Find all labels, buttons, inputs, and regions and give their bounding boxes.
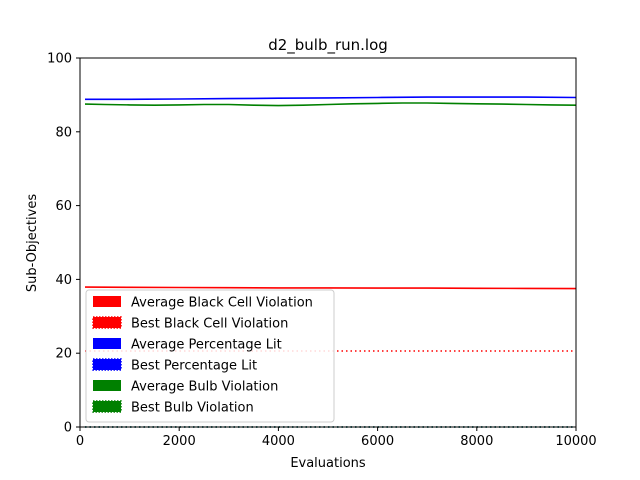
y-tick-label: 0 [64, 421, 72, 436]
legend-swatch [92, 316, 122, 329]
x-axis: 0 2000 4000 6000 8000 10000 [76, 427, 597, 449]
x-tick-label: 2000 [163, 434, 196, 449]
axes-frame [79, 57, 577, 428]
legend-label: Best Percentage Lit [131, 359, 257, 374]
series-line-1 [84, 286, 577, 290]
series-line-3 [85, 96, 577, 101]
y-tick-label: 80 [55, 125, 72, 140]
legend-swatch [92, 400, 122, 413]
legend-label: Average Percentage Lit [131, 338, 282, 353]
y-axis-title: Sub-Objectives [25, 194, 40, 292]
legend-swatch [93, 296, 121, 307]
y-tick-label: 20 [55, 347, 72, 362]
legend-swatch [93, 338, 121, 349]
legend-label: Average Bulb Violation [131, 380, 278, 395]
y-axis: 0 20 40 60 80 100 [47, 52, 80, 436]
x-tick-label: 6000 [361, 434, 394, 449]
series-line-5 [84, 102, 577, 107]
y-tick-label: 60 [55, 199, 72, 214]
x-tick-label: 8000 [460, 434, 493, 449]
x-axis-title: Evaluations [290, 456, 366, 471]
y-tick-label: 40 [55, 273, 72, 288]
y-tick-label: 100 [47, 52, 72, 67]
legend: Average Black Cell Violation Best Black C… [85, 289, 335, 423]
legend-label: Best Black Cell Violation [131, 317, 288, 332]
legend-label: Average Black Cell Violation [131, 296, 313, 311]
x-tick-label: 0 [76, 434, 84, 449]
chart-title: d2_bulb_run.log [268, 36, 388, 55]
legend-label: Best Bulb Violation [131, 401, 254, 416]
legend-box [85, 289, 335, 423]
legend-swatch [92, 358, 122, 371]
legend-swatch [93, 380, 121, 391]
x-tick-label: 4000 [262, 434, 295, 449]
x-tick-label: 10000 [555, 434, 596, 449]
